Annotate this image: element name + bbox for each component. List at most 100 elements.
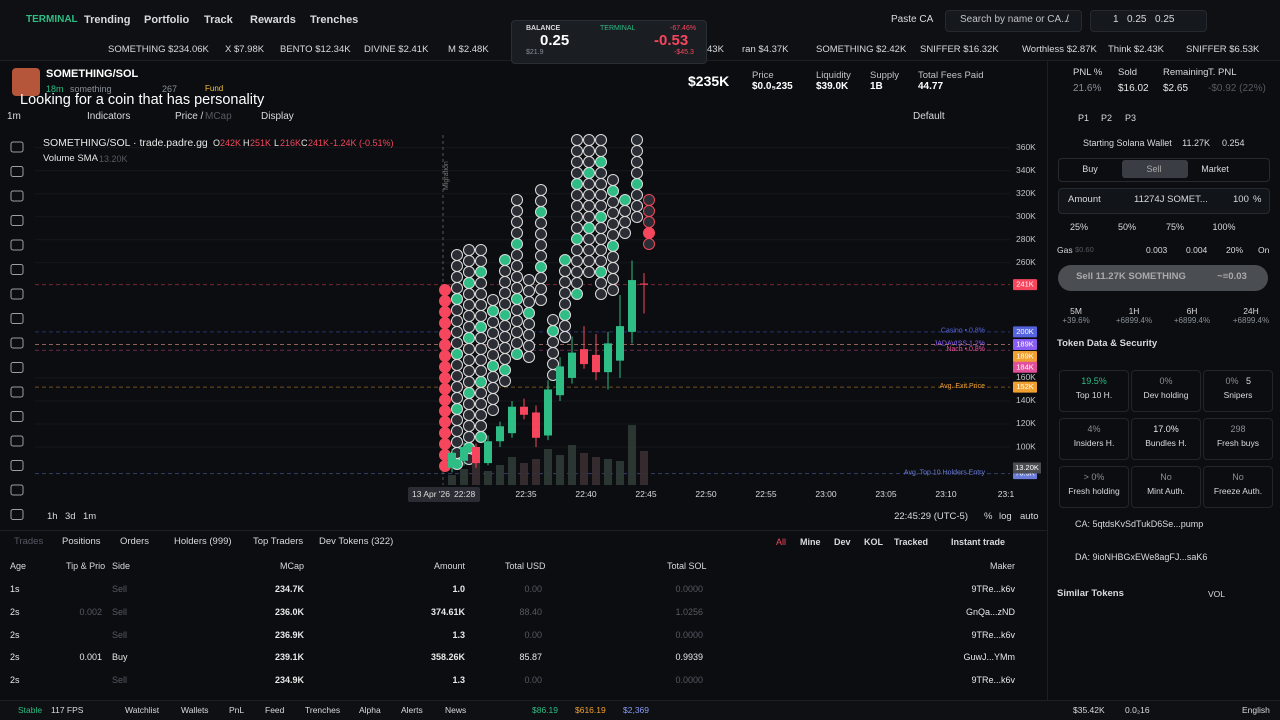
divider	[1047, 60, 1048, 700]
nav-link[interactable]: Rewards	[250, 14, 296, 26]
tool-icon	[10, 484, 24, 496]
footer-item[interactable]: News	[445, 705, 467, 715]
sort-select[interactable]: VOL	[1208, 589, 1226, 599]
bottom-tab[interactable]: Positions	[62, 536, 101, 547]
range-button[interactable]: 1h	[47, 511, 58, 522]
amount-input[interactable]	[1058, 188, 1270, 214]
indicators[interactable]: Indicators	[87, 111, 131, 122]
trade-marker	[571, 222, 583, 234]
ticker-item[interactable]: SOMETHING $234.06K	[108, 44, 209, 55]
footer-item[interactable]: Alerts	[401, 705, 423, 715]
preset[interactable]: P3	[1125, 113, 1137, 123]
dev-address[interactable]: DA: 9ioNHBGxEWe8agFJ...saK6	[1075, 552, 1208, 562]
sell-button[interactable]	[1058, 265, 1268, 291]
preset[interactable]: P1	[1078, 113, 1090, 123]
nav-link[interactable]: Trending	[84, 14, 131, 26]
trade-filter[interactable]: KOL	[864, 537, 883, 547]
search-box[interactable]	[945, 10, 1082, 32]
table-cell: 2s	[10, 675, 20, 686]
bottom-tab[interactable]: Orders	[120, 536, 150, 547]
footer-item[interactable]: Feed	[265, 705, 285, 715]
trade-marker	[643, 194, 655, 206]
sell-tab[interactable]	[1122, 160, 1188, 178]
price-tag-label: 189K	[1016, 340, 1034, 349]
ticker-item[interactable]: SNIFFER $16.32K	[920, 44, 999, 55]
ticker-item[interactable]: ran $4.37K	[742, 44, 789, 55]
mcap-toggle[interactable]: MCap	[205, 111, 232, 122]
trade-filter[interactable]: Tracked	[894, 537, 929, 547]
wallet-box[interactable]	[1090, 10, 1207, 32]
bottom-tab[interactable]: Holders (999)	[174, 536, 232, 547]
ticker-item[interactable]: M $2.48K	[448, 44, 489, 55]
volume-bar	[616, 461, 624, 485]
volume-bar	[484, 471, 492, 485]
footer-item[interactable]: Wallets	[181, 705, 209, 715]
trade-filter[interactable]: Mine	[800, 537, 821, 547]
volume-bar	[532, 459, 540, 485]
bottom-tab[interactable]: Dev Tokens (322)	[319, 536, 394, 547]
footer-item[interactable]: Watchlist	[125, 705, 160, 715]
date-box	[408, 487, 480, 502]
quick-amount[interactable]: 25%	[1069, 222, 1089, 232]
footer-item[interactable]: PnL	[229, 705, 245, 715]
layout[interactable]: Default	[913, 111, 945, 122]
ticker-item[interactable]: SOMETHING $2.42K	[816, 44, 907, 55]
token-name: something	[70, 84, 112, 94]
price-toggle[interactable]: Price /	[175, 111, 204, 122]
paste-ca[interactable]: Paste CA	[891, 14, 934, 25]
nav-link[interactable]: Track	[204, 14, 233, 26]
interval[interactable]: 1m	[7, 111, 21, 122]
trade-marker	[439, 295, 451, 307]
trade-marker	[571, 244, 583, 256]
trade-marker	[631, 156, 643, 168]
footer-item[interactable]: Alpha	[359, 705, 381, 715]
trade-marker	[607, 174, 619, 186]
quick-amount[interactable]: 75%	[1165, 222, 1185, 232]
trade-marker	[487, 360, 499, 372]
trade-marker	[631, 200, 643, 212]
footer	[0, 700, 1280, 720]
contract-address[interactable]: CA: 5qtdsKvSdTukD6Se...pump	[1075, 519, 1204, 529]
trade-marker	[511, 282, 523, 294]
ticker-item[interactable]: Think $2.43K	[1108, 44, 1164, 55]
trade-filter[interactable]: Dev	[834, 537, 851, 547]
tool-icon	[10, 190, 24, 202]
pnl-label: Remaining	[1163, 67, 1209, 78]
bottom-tab[interactable]: Trades	[14, 536, 44, 547]
sell-label[interactable]: Sell 11.27K SOMETHING	[1076, 271, 1186, 282]
ticker-item[interactable]: 43K	[707, 44, 724, 55]
ticker-item[interactable]: SNIFFER $6.53K	[1186, 44, 1260, 55]
candle-body	[544, 389, 552, 436]
token-image	[12, 68, 40, 96]
divider	[0, 530, 1047, 531]
scale-toggle[interactable]: %	[984, 511, 993, 522]
quick-amount[interactable]: 50%	[1117, 222, 1137, 232]
footer-item[interactable]: Trenches	[305, 705, 341, 715]
trade-filter[interactable]: Instant trade	[951, 537, 1006, 547]
side-tab[interactable]: Sell	[1146, 164, 1162, 174]
side-tab[interactable]: Market	[1201, 164, 1229, 174]
trade-marker	[475, 332, 487, 344]
trade-filter[interactable]: All	[776, 537, 787, 547]
trade-marker	[475, 420, 487, 432]
scale-toggle[interactable]: auto	[1020, 511, 1039, 522]
nav-link[interactable]: Trenches	[310, 14, 359, 26]
table-cell: 88.40	[519, 606, 542, 617]
trade-marker	[523, 340, 535, 352]
range-button[interactable]: 3d	[65, 511, 76, 522]
nav-link[interactable]: Portfolio	[144, 14, 190, 26]
range-button[interactable]: 1m	[83, 511, 97, 522]
display[interactable]: Display	[261, 111, 294, 122]
ticker-item[interactable]: X $7.98K	[225, 44, 265, 55]
ticker-item[interactable]: Worthless $2.87K	[1022, 44, 1097, 55]
trade-marker	[535, 195, 547, 207]
side-tab[interactable]: Buy	[1082, 164, 1098, 174]
candle-body	[484, 441, 492, 464]
trade-marker	[499, 320, 511, 332]
bottom-tab[interactable]: Top Traders	[253, 536, 304, 547]
quick-amount[interactable]: 100%	[1212, 222, 1236, 232]
ticker-item[interactable]: DIVINE $2.41K	[364, 44, 429, 55]
scale-toggle[interactable]: log	[999, 511, 1012, 522]
preset[interactable]: P2	[1101, 113, 1113, 123]
ticker-item[interactable]: BENTO $12.34K	[280, 44, 351, 55]
